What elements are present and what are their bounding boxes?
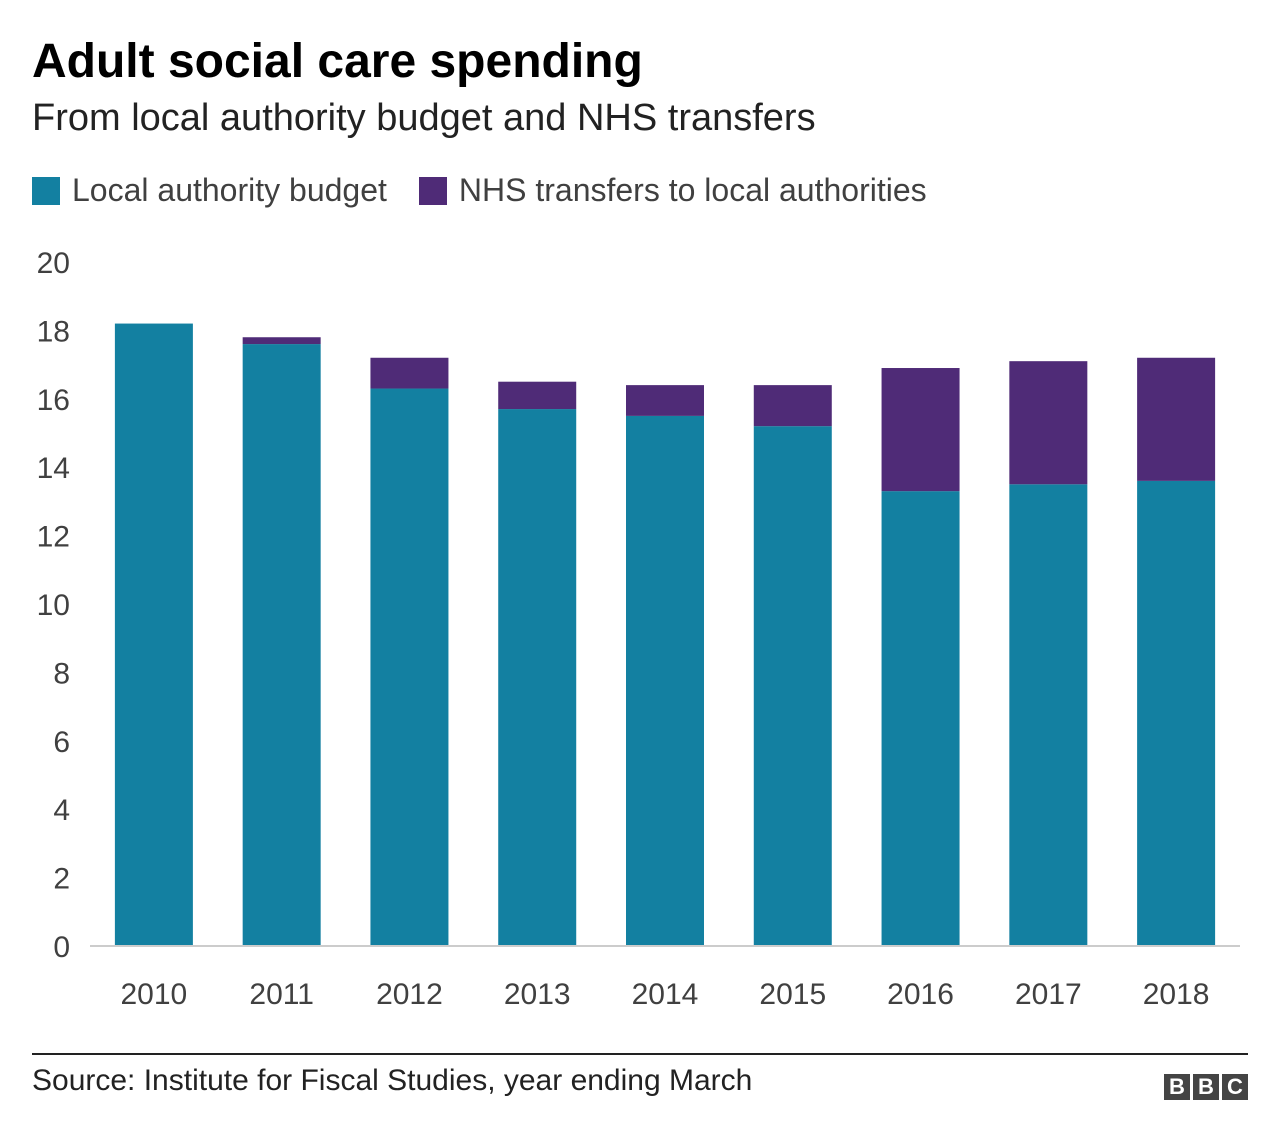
y-tick-label: 18 (37, 315, 70, 348)
bar-local-authority-budget (114, 323, 193, 946)
y-tick-label: 20 (37, 247, 70, 280)
footer-divider (32, 1053, 1248, 1055)
chart-title: Adult social care spending (32, 35, 643, 88)
y-tick-label: 4 (53, 794, 70, 827)
y-tick-label: 8 (53, 657, 70, 690)
bar-local-authority-budget (753, 426, 832, 946)
bbc-logo-letter: B (1193, 1074, 1219, 1100)
bar-nhs-transfers (753, 385, 832, 427)
bar-nhs-transfers (626, 385, 704, 416)
bar-nhs-transfers (1009, 361, 1088, 485)
y-tick-label: 14 (37, 452, 70, 485)
source-note: Source: Institute for Fiscal Studies, ye… (32, 1064, 753, 1097)
y-tick-label: 16 (37, 384, 70, 417)
x-tick-label: 2015 (759, 978, 826, 1011)
x-tick-label: 2010 (121, 978, 188, 1011)
legend-item-nhs-transfers: NHS transfers to local authorities (418, 172, 927, 209)
legend-label-nhs-transfers: NHS transfers to local authorities (458, 172, 927, 208)
bar-nhs-transfers (498, 381, 577, 410)
bbc-logo: B B C (1161, 1074, 1248, 1100)
legend-item-local-authority-budget: Local authority budget (32, 172, 387, 209)
legend-label-local-authority-budget: Local authority budget (72, 172, 387, 208)
bar-local-authority-budget (626, 415, 704, 946)
bbc-logo-letter: B (1164, 1074, 1190, 1100)
y-tick-label: 6 (53, 726, 70, 759)
bar-local-authority-budget (370, 388, 449, 946)
y-tick-label: 0 (53, 931, 70, 964)
bar-local-authority-budget (881, 491, 960, 946)
x-tick-label: 2017 (1015, 978, 1082, 1011)
stacked-bar-chart: 0 2 4 6 8 10 12 14 16 18 20 2010 2011 2012 2013 2014 201… (37, 247, 1240, 1011)
x-tick-label: 2018 (1143, 978, 1210, 1011)
x-tick-label: 2014 (632, 978, 699, 1011)
bar-nhs-transfers (370, 357, 449, 389)
bar-local-authority-budget (498, 409, 577, 946)
x-tick-label: 2011 (249, 978, 314, 1011)
y-tick-label: 10 (37, 589, 70, 622)
y-tick-label: 2 (53, 863, 70, 896)
bar-local-authority-budget (1137, 480, 1216, 946)
bar-local-authority-budget (1009, 484, 1088, 946)
bar-nhs-transfers (1137, 357, 1216, 481)
bar-nhs-transfers (881, 368, 960, 492)
legend-swatch-local-authority-budget (32, 176, 60, 205)
legend-swatch-nhs-transfers (418, 176, 447, 205)
bar-nhs-transfers (242, 337, 321, 345)
chart-subtitle: From local authority budget and NHS tran… (32, 97, 816, 139)
bar-local-authority-budget (242, 344, 321, 946)
x-tick-label: 2012 (376, 978, 443, 1011)
chart-plot-area: 0 2 4 6 8 10 12 14 16 18 20 2010 2011 2012 2013 2014 201… (0, 230, 1280, 1030)
y-tick-label: 12 (37, 521, 70, 554)
chart-legend: Local authority budget NHS transfers to … (32, 172, 959, 209)
x-tick-label: 2013 (504, 978, 571, 1011)
x-tick-label: 2016 (887, 978, 954, 1011)
bbc-logo-letter: C (1222, 1074, 1248, 1100)
